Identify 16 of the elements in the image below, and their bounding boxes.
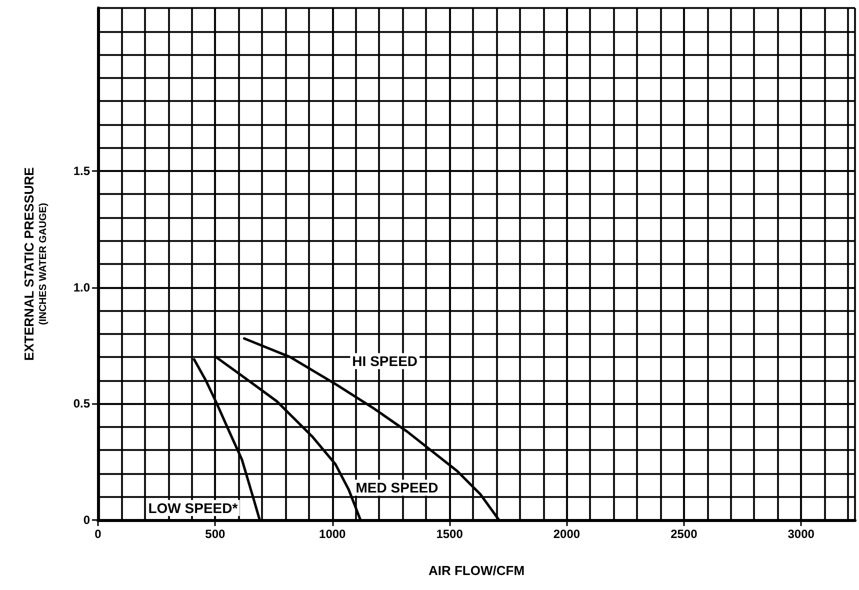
series-label: MED SPEED [356,480,438,496]
x-axis-title: AIR FLOW/CFM [428,563,525,578]
x-tick-label: 1500 [436,527,464,541]
y-axis-title: EXTERNAL STATIC PRESSURE (INCHES WATER GAUGE) [22,166,49,361]
y-tick-label: 1.0 [73,280,90,294]
x-tick-label: 1000 [319,527,346,541]
y-tick-label: 0.5 [73,396,90,411]
x-tick-label: 2500 [670,527,698,541]
y-tick-label: 0 [83,513,90,527]
x-tick-label: 2000 [553,527,580,541]
series-label: LOW SPEED* [148,500,238,516]
series-label: HI SPEED [352,353,418,370]
x-tick-label: 3000 [788,527,815,541]
x-tick-label: 500 [205,527,226,541]
x-tick-label: 0 [94,527,102,541]
y-tick-label: 1.5 [73,164,90,178]
